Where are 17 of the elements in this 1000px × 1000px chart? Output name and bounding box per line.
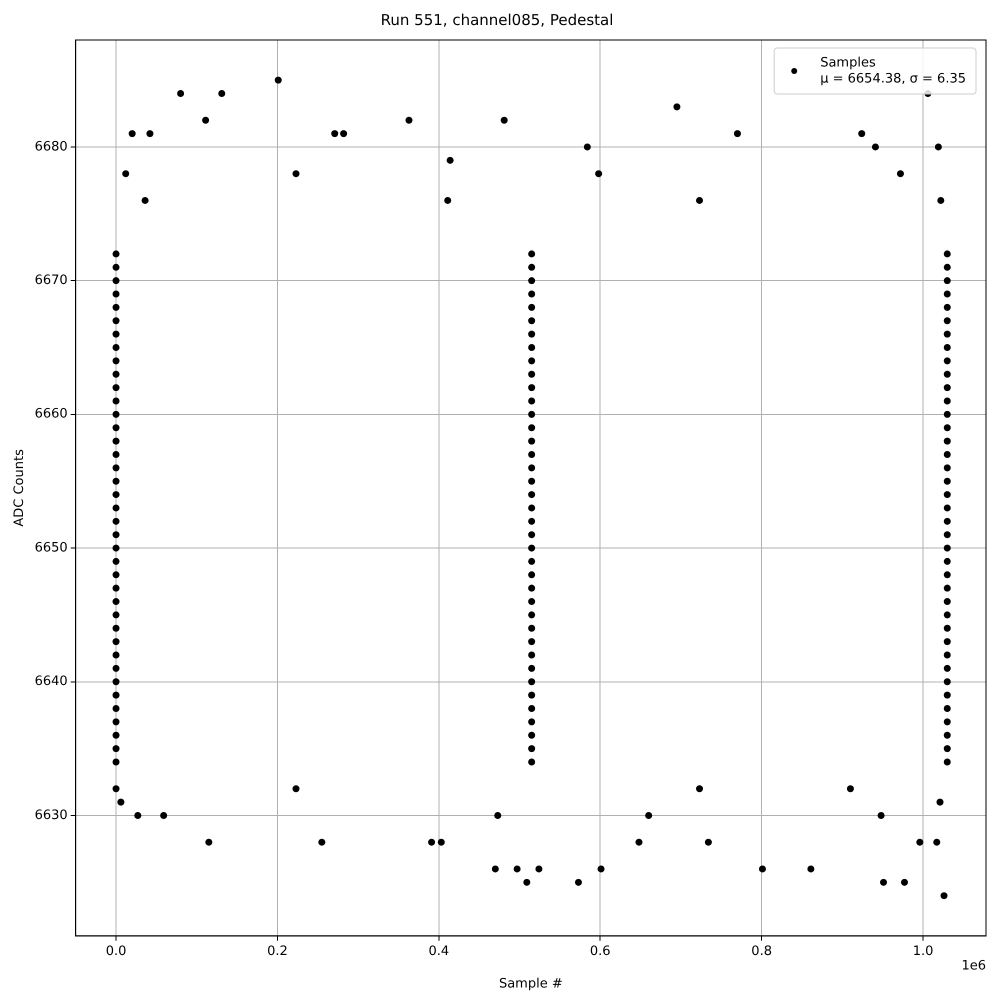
y-tick-label: 6640 (34, 674, 68, 690)
legend-label: Samples μ = 6654.38, σ = 6.35 (820, 55, 966, 86)
x-tick-label: 0.4 (428, 944, 450, 959)
y-tick-label: 6680 (34, 139, 68, 154)
y-tick-label: 6650 (34, 540, 68, 556)
text: 1e6 (961, 958, 986, 974)
chart-title: Run 551, channel085, Pedestal (380, 10, 614, 29)
y-axis-title: ADC Counts (12, 448, 28, 527)
x-tick-label: 1.0 (912, 944, 934, 959)
x-axis-title: Sample # (498, 976, 563, 992)
y-tick-label: 6670 (34, 273, 68, 288)
x-tick-label: 0.6 (590, 944, 611, 959)
y-tick-label: 6630 (34, 808, 68, 823)
x-tick-label: 0.2 (267, 944, 288, 959)
x-tick-label: 0.8 (751, 944, 772, 959)
x-tick-label: 0.0 (106, 944, 126, 959)
y-tick-label: 6660 (34, 406, 68, 422)
